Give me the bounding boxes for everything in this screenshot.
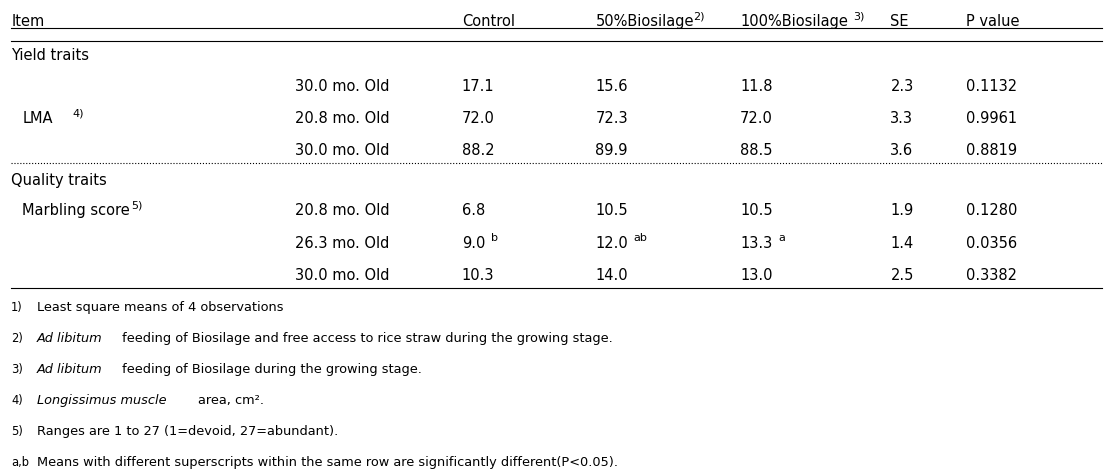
Text: 10.5: 10.5 — [595, 204, 628, 219]
Text: b: b — [491, 233, 498, 243]
Text: Ad libitum: Ad libitum — [37, 332, 102, 345]
Text: 1.9: 1.9 — [890, 204, 914, 219]
Text: Least square means of 4 observations: Least square means of 4 observations — [37, 301, 283, 314]
Text: 4): 4) — [72, 109, 83, 118]
Text: Marbling score: Marbling score — [22, 204, 130, 219]
Text: 2.3: 2.3 — [890, 79, 914, 94]
Text: 50%Biosilage: 50%Biosilage — [595, 14, 693, 29]
Text: 0.8819: 0.8819 — [966, 143, 1017, 158]
Text: 11.8: 11.8 — [740, 79, 772, 94]
Text: 12.0: 12.0 — [595, 235, 628, 251]
Text: 3.6: 3.6 — [890, 143, 914, 158]
Text: SE: SE — [890, 14, 909, 29]
Text: 3.3: 3.3 — [890, 111, 914, 126]
Text: 88.5: 88.5 — [740, 143, 772, 158]
Text: 30.0 mo. Old: 30.0 mo. Old — [295, 143, 390, 158]
Text: 13.0: 13.0 — [740, 268, 772, 283]
Text: Item: Item — [11, 14, 45, 29]
Text: 5): 5) — [11, 425, 23, 438]
Text: feeding of Biosilage during the growing stage.: feeding of Biosilage during the growing … — [118, 363, 422, 376]
Text: 15.6: 15.6 — [595, 79, 628, 94]
Text: 30.0 mo. Old: 30.0 mo. Old — [295, 79, 390, 94]
Text: 100%Biosilage: 100%Biosilage — [740, 14, 848, 29]
Text: Means with different superscripts within the same row are significantly differen: Means with different superscripts within… — [37, 456, 618, 469]
Text: 0.1280: 0.1280 — [966, 204, 1017, 219]
Text: 0.0356: 0.0356 — [966, 235, 1017, 251]
Text: Ranges are 1 to 27 (1=devoid, 27=abundant).: Ranges are 1 to 27 (1=devoid, 27=abundan… — [37, 425, 338, 438]
Text: 9.0: 9.0 — [462, 235, 485, 251]
Text: 3): 3) — [854, 12, 865, 22]
Text: Control: Control — [462, 14, 515, 29]
Text: 89.9: 89.9 — [595, 143, 628, 158]
Text: 2): 2) — [11, 332, 23, 345]
Text: 13.3: 13.3 — [740, 235, 772, 251]
Text: a: a — [778, 233, 785, 243]
Text: 14.0: 14.0 — [595, 268, 628, 283]
Text: 20.8 mo. Old: 20.8 mo. Old — [295, 111, 390, 126]
Text: 72.0: 72.0 — [462, 111, 495, 126]
Text: 30.0 mo. Old: 30.0 mo. Old — [295, 268, 390, 283]
Text: 5): 5) — [131, 201, 142, 211]
Text: 2): 2) — [693, 12, 705, 22]
Text: Yield traits: Yield traits — [11, 48, 89, 63]
Text: LMA: LMA — [22, 111, 52, 126]
Text: 20.8 mo. Old: 20.8 mo. Old — [295, 204, 390, 219]
Text: 3): 3) — [11, 363, 23, 376]
Text: 88.2: 88.2 — [462, 143, 494, 158]
Text: Ad libitum: Ad libitum — [37, 363, 102, 376]
Text: 1): 1) — [11, 301, 23, 314]
Text: ab: ab — [633, 233, 647, 243]
Text: area, cm².: area, cm². — [198, 394, 264, 407]
Text: 2.5: 2.5 — [890, 268, 914, 283]
Text: P value: P value — [966, 14, 1020, 29]
Text: Quality traits: Quality traits — [11, 173, 107, 188]
Text: a,b: a,b — [11, 456, 29, 469]
Text: 10.5: 10.5 — [740, 204, 772, 219]
Text: 1.4: 1.4 — [890, 235, 914, 251]
Text: 0.3382: 0.3382 — [966, 268, 1017, 283]
Text: 0.1132: 0.1132 — [966, 79, 1017, 94]
Text: 6.8: 6.8 — [462, 204, 485, 219]
Text: 10.3: 10.3 — [462, 268, 494, 283]
Text: 4): 4) — [11, 394, 23, 407]
Text: Longissimus muscle: Longissimus muscle — [37, 394, 166, 407]
Text: 0.9961: 0.9961 — [966, 111, 1017, 126]
Text: 17.1: 17.1 — [462, 79, 494, 94]
Text: 72.0: 72.0 — [740, 111, 774, 126]
Text: 72.3: 72.3 — [595, 111, 628, 126]
Text: 26.3 mo. Old: 26.3 mo. Old — [295, 235, 390, 251]
Text: feeding of Biosilage and free access to rice straw during the growing stage.: feeding of Biosilage and free access to … — [118, 332, 613, 345]
